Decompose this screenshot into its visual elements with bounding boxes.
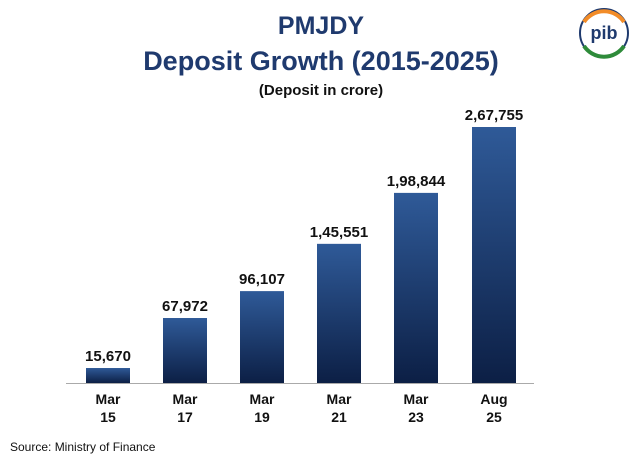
x-tick-label: 19 [254,409,270,425]
bar-mar-23 [394,192,438,383]
x-tick-label: Mar [327,391,352,407]
pib-logo-icon: pib [579,8,629,59]
x-tick-label: 21 [331,409,347,425]
source-note: Source: Ministry of Finance [10,440,156,454]
x-tick-label: Mar [173,391,198,407]
bar-mar-15 [86,368,130,383]
data-label: 1,45,551 [310,224,368,241]
bar-mar-19 [240,291,284,383]
data-label: 15,670 [85,348,131,365]
x-tick-label: Mar [404,391,429,407]
logo-text: pib [591,23,618,43]
x-tick-label: 23 [408,409,424,425]
x-tick-label: 25 [486,409,502,425]
chart-subtitle: Deposit Growth (2015-2025) [143,46,499,76]
x-tick-label: 15 [100,409,116,425]
data-label: 96,107 [239,271,285,288]
x-tick-label: Aug [480,391,507,407]
bar-aug-25 [472,127,516,383]
x-tick-label: 17 [177,409,193,425]
x-tick-label: Mar [250,391,275,407]
data-label: 2,67,755 [465,107,523,124]
chart-title: PMJDY [277,12,365,40]
bar-mar-21 [317,243,361,383]
bar-mar-17 [163,318,207,383]
data-label: 1,98,844 [387,173,446,190]
data-label: 67,972 [162,298,208,315]
unit-note: (Deposit in crore) [258,82,384,99]
x-tick-label: Mar [96,391,121,407]
